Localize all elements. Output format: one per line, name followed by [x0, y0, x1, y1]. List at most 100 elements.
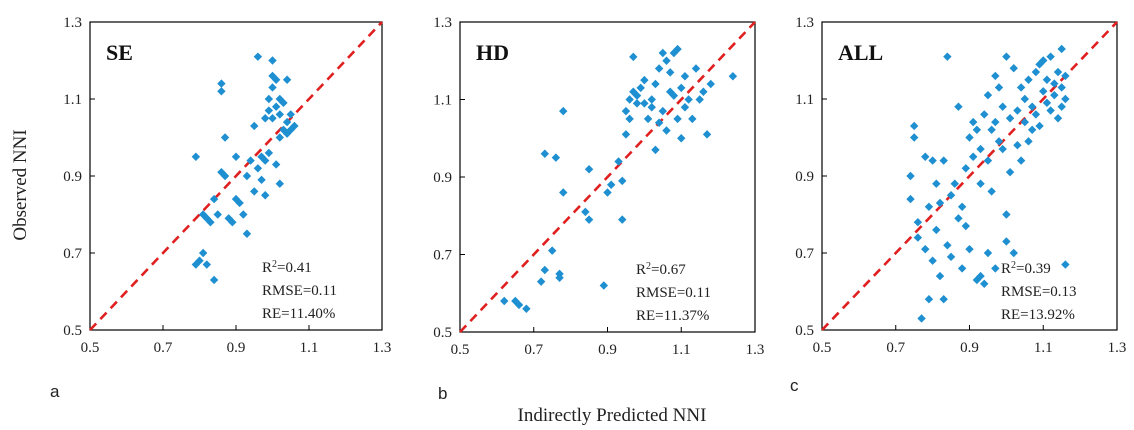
data-point — [636, 83, 645, 93]
data-point — [662, 56, 671, 65]
data-point — [625, 114, 634, 124]
y-tick-label: 1.3 — [63, 15, 82, 31]
data-point — [983, 248, 993, 258]
data-point — [906, 171, 915, 181]
data-point — [540, 265, 550, 275]
data-point — [500, 296, 509, 306]
y-tick-label: 0.9 — [63, 169, 82, 185]
data-point — [640, 99, 649, 108]
panel-a: 0.5 0.7 0.9 1.1 1.3 0.5 0.7 0.9 1.1 1.3 SE R2=0.41 R… — [50, 15, 391, 401]
data-point — [980, 279, 989, 288]
data-point — [279, 98, 288, 108]
data-point — [271, 102, 281, 111]
data-point — [673, 44, 682, 54]
x-tick-label: 1.3 — [1108, 340, 1127, 356]
stat-rmse: RMSE=0.11 — [636, 285, 711, 301]
reference-line-1to1 — [821, 21, 1118, 331]
panel-c: 0.5 0.7 0.9 1.1 1.3 0.5 0.7 0.9 1.1 1.3 ALL R2=0.39… — [790, 15, 1126, 395]
data-point — [651, 145, 660, 155]
y-tick-label: 0.5 — [795, 323, 814, 339]
data-point — [275, 133, 284, 142]
data-point — [677, 134, 686, 143]
data-point — [1024, 75, 1033, 84]
data-point — [547, 246, 557, 255]
data-point — [1016, 156, 1026, 165]
data-point — [209, 194, 219, 204]
data-point — [972, 125, 982, 134]
data-point — [994, 137, 1004, 146]
data-point — [647, 95, 656, 104]
x-tick-label: 1.1 — [672, 342, 691, 358]
data-point — [559, 106, 568, 116]
x-tick-label: 0.5 — [451, 342, 470, 358]
stat-re: RE=13.92% — [1001, 307, 1075, 323]
data-point — [559, 188, 568, 197]
data-point — [976, 271, 985, 281]
data-point — [1002, 52, 1011, 61]
x-tick-label: 0.9 — [960, 340, 979, 356]
data-point — [261, 156, 270, 165]
data-point — [614, 157, 623, 166]
y-tick-label: 0.7 — [795, 246, 814, 262]
data-point — [514, 300, 524, 310]
data-point — [1042, 98, 1052, 108]
data-point — [618, 215, 627, 224]
panel-letter: c — [790, 376, 799, 395]
data-point — [1050, 90, 1059, 100]
data-point — [242, 171, 252, 181]
data-point — [621, 106, 631, 116]
data-point — [994, 83, 1004, 92]
data-point — [954, 102, 963, 111]
data-point — [555, 273, 564, 282]
data-point — [654, 64, 664, 73]
data-point — [209, 275, 219, 285]
data-point — [268, 56, 277, 65]
data-point — [1057, 83, 1066, 92]
data-point — [1057, 102, 1066, 111]
data-point — [935, 198, 945, 208]
data-point — [665, 87, 675, 96]
data-point — [680, 103, 690, 112]
data-point — [1013, 106, 1022, 115]
data-point — [987, 187, 996, 196]
data-point — [286, 125, 295, 134]
data-point — [924, 202, 934, 211]
panel-title: HD — [476, 40, 509, 65]
data-point — [584, 165, 594, 174]
y-tick-label: 0.7 — [63, 246, 82, 262]
data-point — [1061, 71, 1070, 81]
data-point — [658, 106, 668, 116]
data-point — [1009, 248, 1018, 258]
x-axis-label: Indirectly Predicted NNI — [518, 405, 707, 426]
data-point — [282, 75, 292, 84]
data-point — [220, 171, 230, 181]
data-point — [976, 144, 985, 154]
data-point — [1002, 210, 1011, 219]
data-point — [1053, 114, 1063, 123]
data-point — [946, 191, 956, 200]
data-point — [1020, 94, 1030, 104]
data-point — [239, 210, 248, 219]
stat-r2: R2=0.67 — [636, 261, 686, 279]
x-tick-label: 1.1 — [1034, 340, 1053, 356]
x-tick-label: 1.1 — [300, 340, 319, 356]
data-point — [1042, 75, 1052, 84]
data-point — [1013, 141, 1022, 150]
data-point — [640, 75, 649, 85]
data-point — [228, 218, 237, 227]
stat-re: RE=11.37% — [636, 308, 709, 324]
x-tick-label: 1.3 — [746, 342, 765, 358]
stat-r2: R2=0.41 — [262, 259, 312, 277]
data-point — [257, 175, 266, 185]
data-point — [264, 148, 274, 158]
data-point — [968, 117, 978, 127]
data-point — [242, 229, 252, 238]
data-point — [621, 130, 631, 139]
data-point — [235, 198, 244, 208]
y-tick-label: 0.9 — [433, 170, 452, 186]
data-point — [1046, 52, 1055, 61]
data-point — [213, 210, 222, 219]
data-point — [921, 152, 930, 161]
data-point — [540, 149, 550, 158]
